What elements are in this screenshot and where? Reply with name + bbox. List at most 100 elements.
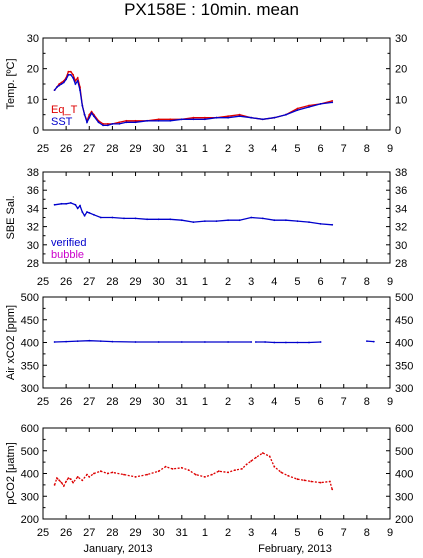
x-tick-label: 28 — [106, 276, 118, 288]
y-tick-label-left: 200 — [21, 514, 39, 526]
data-point — [76, 77, 79, 79]
data-point — [79, 204, 81, 207]
x-tick-label: 4 — [271, 143, 277, 155]
y-tick-label-left: 34 — [27, 203, 39, 215]
legend-item: Eq_T — [51, 104, 78, 116]
data-point — [90, 112, 93, 114]
y-tick-label-left: 32 — [27, 222, 39, 234]
data-point — [319, 103, 322, 105]
x-tick-label: 6 — [318, 396, 324, 408]
data-point — [65, 78, 67, 81]
x-tick-label: 30 — [153, 527, 165, 539]
x-tick-label: 25 — [37, 276, 49, 288]
x-tick-label: 1 — [202, 527, 208, 539]
x-tick-label: 6 — [318, 527, 324, 539]
data-point — [303, 479, 306, 482]
x-tick-label: 28 — [106, 396, 118, 408]
data-point — [273, 465, 276, 468]
x-tick-label: 29 — [129, 396, 141, 408]
legend-item: verified — [51, 237, 86, 249]
data-point — [192, 221, 195, 224]
x-tick-label: 8 — [364, 276, 370, 288]
x-tick-label: 5 — [294, 527, 300, 539]
month-label-january: January, 2013 — [84, 543, 153, 555]
data-point — [83, 214, 86, 217]
y-tick-label-left: 300 — [21, 491, 39, 503]
data-point — [285, 219, 287, 222]
y-tick-label-left: 38 — [27, 167, 39, 179]
data-point — [76, 207, 79, 210]
data-point — [204, 476, 206, 478]
data-point — [62, 81, 65, 84]
data-point — [171, 468, 174, 470]
y-tick-label-right: 28 — [395, 258, 407, 270]
data-point — [69, 478, 72, 481]
data-point — [245, 463, 248, 466]
x-tick-label: 26 — [60, 527, 72, 539]
data-point — [287, 474, 290, 477]
x-tick-label: 27 — [83, 143, 95, 155]
data-point — [58, 84, 61, 87]
series-line-2-0-0 — [54, 340, 252, 343]
series-line-0-0-0 — [54, 71, 333, 125]
x-tick-label: 2 — [225, 143, 231, 155]
x-tick-label: 7 — [341, 276, 347, 288]
x-tick-label: 25 — [37, 143, 49, 155]
data-point — [134, 119, 137, 122]
data-point — [285, 341, 287, 344]
x-tick-label: 5 — [294, 143, 300, 155]
data-point — [157, 119, 160, 122]
x-tick-label: 5 — [294, 276, 300, 288]
y-tick-label-left: 10 — [27, 94, 39, 106]
data-point — [74, 203, 77, 206]
data-point — [157, 118, 160, 121]
data-point — [93, 115, 95, 118]
x-tick-label: 9 — [387, 276, 393, 288]
data-point — [88, 339, 91, 342]
data-point — [273, 116, 276, 119]
data-point — [58, 479, 61, 482]
data-point — [118, 123, 121, 125]
plot-frame — [42, 171, 391, 264]
x-tick-label: 6 — [318, 276, 324, 288]
x-tick-label: 4 — [271, 396, 277, 408]
data-point — [187, 469, 190, 471]
data-point — [215, 220, 218, 223]
data-point — [169, 118, 172, 121]
x-tick-label: 3 — [248, 143, 254, 155]
data-point — [99, 340, 102, 342]
y-tick-label-right: 38 — [395, 167, 407, 179]
data-point — [106, 124, 109, 127]
x-tick-label: 7 — [341, 527, 347, 539]
data-point — [319, 223, 322, 225]
data-point — [254, 341, 257, 343]
y-tick-label-left: 450 — [21, 315, 39, 327]
y-tick-label-right: 10 — [395, 94, 407, 106]
x-tick-label: 4 — [271, 527, 277, 539]
x-tick-label: 26 — [60, 143, 72, 155]
y-tick-label-right: 34 — [395, 203, 407, 215]
data-point — [261, 118, 264, 121]
y-tick-label-right: 30 — [395, 33, 407, 45]
data-point — [65, 480, 67, 483]
y-tick-label-right: 400 — [395, 338, 413, 350]
x-tick-label: 1 — [202, 143, 208, 155]
data-point — [53, 89, 56, 91]
y-tick-label-left: 400 — [21, 469, 39, 481]
data-point — [83, 113, 86, 116]
data-point — [331, 101, 334, 104]
data-point — [99, 470, 102, 473]
data-point — [215, 116, 218, 119]
data-point — [86, 473, 88, 476]
data-point — [366, 340, 368, 342]
data-point — [86, 211, 88, 213]
data-point — [268, 455, 271, 458]
data-point — [111, 471, 114, 474]
data-point — [86, 121, 88, 124]
data-point — [227, 471, 230, 474]
data-point — [88, 476, 91, 478]
data-point — [76, 476, 79, 478]
legend-item: bubble — [51, 249, 84, 261]
data-point — [296, 478, 299, 481]
x-tick-label: 4 — [271, 276, 277, 288]
